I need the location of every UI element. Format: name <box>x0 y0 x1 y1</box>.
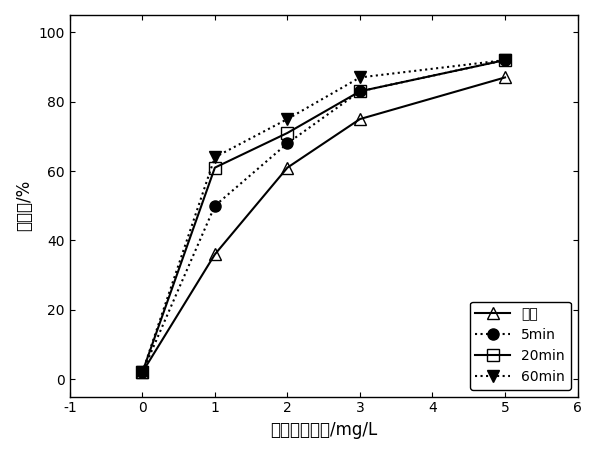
空白 <box>139 370 146 375</box>
5min <box>356 89 364 94</box>
20min <box>284 130 291 136</box>
空白 <box>211 252 219 257</box>
5min <box>501 57 509 63</box>
5min <box>211 203 219 208</box>
5min <box>139 370 146 375</box>
5min <box>284 141 291 146</box>
20min <box>501 57 509 63</box>
Legend: 空白, 5min, 20min, 60min: 空白, 5min, 20min, 60min <box>470 302 571 390</box>
60min <box>284 116 291 122</box>
Line: 5min: 5min <box>137 54 510 378</box>
20min <box>211 165 219 170</box>
60min <box>139 370 146 375</box>
空白 <box>356 116 364 122</box>
60min <box>501 57 509 63</box>
空白 <box>284 165 291 170</box>
Line: 空白: 空白 <box>137 72 510 378</box>
空白 <box>501 75 509 80</box>
60min <box>211 154 219 160</box>
20min <box>356 89 364 94</box>
Y-axis label: 去除率/%: 去除率/% <box>15 180 33 232</box>
Line: 20min: 20min <box>137 54 510 378</box>
20min <box>139 370 146 375</box>
60min <box>356 75 364 80</box>
Line: 60min: 60min <box>137 54 510 378</box>
X-axis label: 混凝剂投加量/mg/L: 混凝剂投加量/mg/L <box>270 421 377 439</box>
